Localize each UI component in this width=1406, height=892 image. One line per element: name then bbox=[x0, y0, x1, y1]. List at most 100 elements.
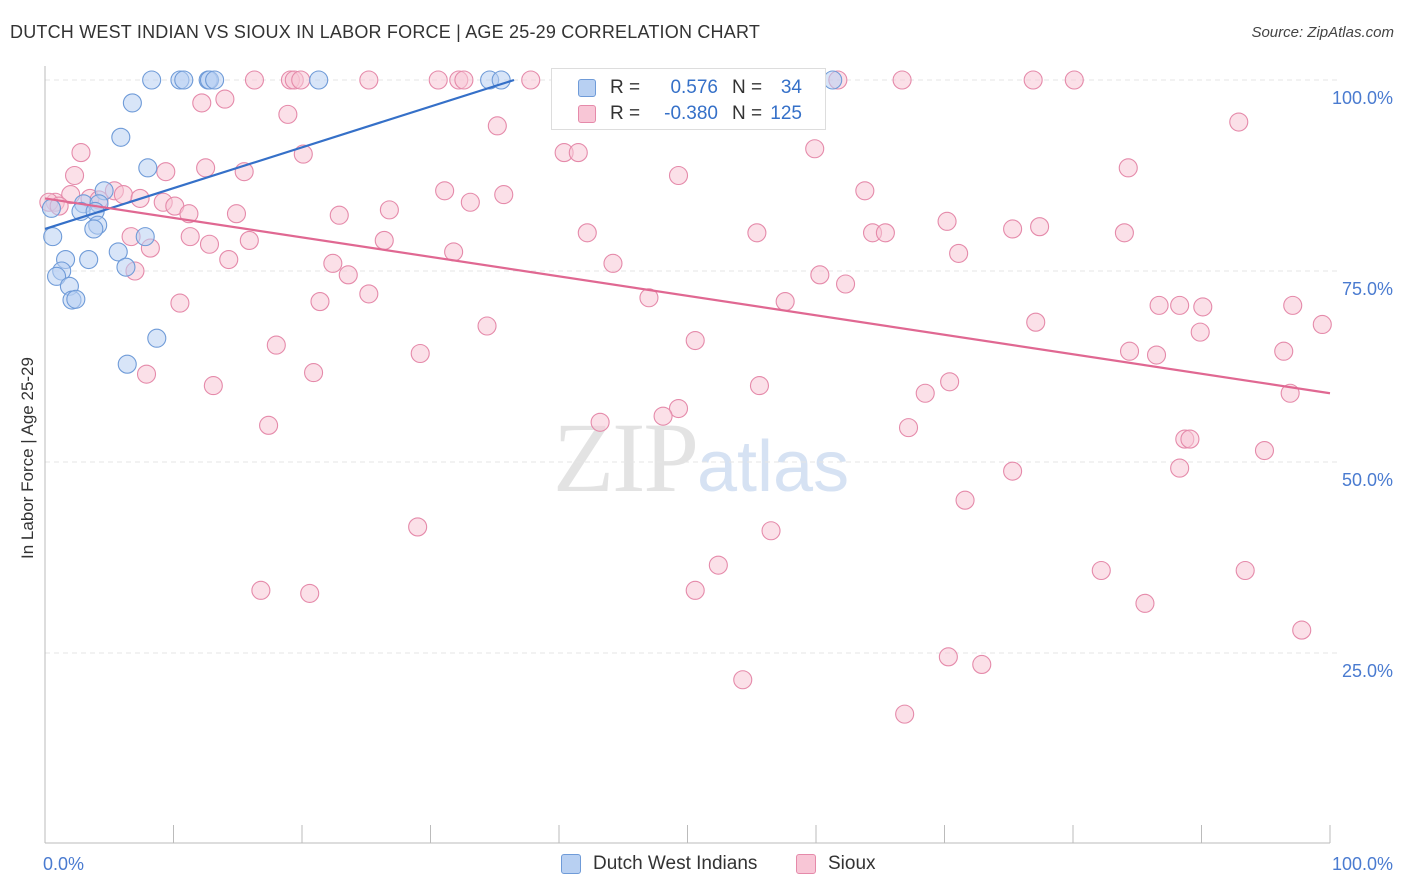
axes bbox=[44, 66, 1331, 844]
sioux-point bbox=[203, 376, 223, 396]
sioux-point bbox=[1064, 70, 1084, 90]
sioux-point bbox=[477, 316, 497, 336]
sioux-point bbox=[329, 205, 349, 225]
sioux-point bbox=[113, 185, 133, 205]
sioux-point bbox=[1170, 458, 1190, 478]
tick-labels: 100.0% 75.0% 50.0% 25.0% 0.0% 100.0% bbox=[43, 88, 1393, 874]
pink-swatch bbox=[796, 854, 816, 874]
dutch-west-indian-point bbox=[174, 70, 194, 90]
sioux-point bbox=[1180, 429, 1200, 449]
legend-label: Dutch West Indians bbox=[593, 853, 758, 874]
sioux-point bbox=[590, 412, 610, 432]
legend-label: Sioux bbox=[828, 853, 876, 874]
sioux-point bbox=[668, 398, 689, 419]
sioux-point bbox=[1023, 70, 1043, 90]
sioux-point bbox=[494, 185, 514, 205]
n-value: 125 bbox=[770, 103, 802, 124]
sioux-point bbox=[410, 343, 430, 364]
sioux-point bbox=[487, 116, 507, 136]
blue-swatch bbox=[578, 79, 596, 97]
watermark-atlas: atlas bbox=[697, 427, 850, 507]
sioux-point bbox=[898, 418, 919, 438]
sioux-point bbox=[937, 211, 957, 231]
sioux-point bbox=[810, 265, 830, 285]
sioux-point bbox=[408, 517, 428, 537]
dutch-west-indian-point bbox=[117, 354, 137, 374]
sioux-point bbox=[300, 583, 320, 603]
x-tick-label: 100.0% bbox=[1332, 854, 1393, 874]
sioux-point bbox=[1254, 440, 1275, 461]
stats-row-dutch-west-indians: R = 0.576 N = 34 bbox=[552, 75, 825, 101]
sioux-point bbox=[219, 249, 239, 270]
sioux-point bbox=[1119, 341, 1140, 361]
n-value: 34 bbox=[780, 77, 802, 98]
dutch-west-indian-trend-line bbox=[44, 78, 515, 231]
sioux-point bbox=[1149, 295, 1169, 315]
y-tick-label: 75.0% bbox=[1342, 279, 1393, 299]
sioux-point bbox=[1003, 461, 1023, 481]
sioux-point bbox=[875, 223, 895, 243]
sioux-point bbox=[708, 555, 728, 575]
sioux-point bbox=[1003, 219, 1023, 239]
dutch-west-indian-point bbox=[147, 328, 167, 348]
sioux-point bbox=[855, 181, 875, 201]
sioux-point bbox=[775, 292, 795, 312]
sioux-point bbox=[915, 383, 935, 403]
sioux-point bbox=[136, 364, 157, 384]
sioux-point bbox=[805, 139, 825, 159]
source-credit: Source: ZipAtlas.com bbox=[1251, 24, 1394, 41]
sioux-point bbox=[747, 223, 767, 243]
sioux-point bbox=[938, 647, 958, 667]
sioux-point bbox=[1283, 295, 1303, 315]
stats-row-sioux: R = -0.380 N = 125 bbox=[552, 101, 825, 127]
sioux-point bbox=[668, 165, 689, 186]
sioux-point bbox=[435, 181, 455, 201]
sioux-point bbox=[895, 704, 915, 724]
sioux-point bbox=[1312, 314, 1332, 335]
pink-swatch bbox=[578, 105, 596, 123]
sioux-point bbox=[749, 376, 770, 396]
sioux-point bbox=[1026, 312, 1046, 332]
sioux-point bbox=[428, 70, 448, 90]
sioux-point bbox=[251, 580, 271, 600]
sioux-point bbox=[1229, 112, 1249, 132]
sioux-trend-line bbox=[44, 197, 1331, 395]
sioux-point bbox=[521, 70, 541, 90]
sioux-point bbox=[293, 144, 313, 164]
sioux-point bbox=[761, 521, 781, 541]
sioux-point bbox=[304, 363, 324, 383]
sioux-point bbox=[653, 406, 673, 426]
dutch-west-indian-point bbox=[108, 242, 128, 262]
sioux-point bbox=[170, 293, 190, 313]
sioux-point bbox=[266, 335, 286, 355]
sioux-point bbox=[1146, 345, 1167, 365]
sioux-point bbox=[1274, 341, 1294, 361]
sioux-point bbox=[359, 284, 379, 304]
n-label: N = bbox=[732, 103, 763, 124]
sioux-point bbox=[444, 242, 464, 262]
sioux-point bbox=[359, 70, 379, 90]
n-label: N = bbox=[732, 77, 763, 98]
dutch-west-indian-point bbox=[309, 70, 329, 90]
sioux-point bbox=[972, 654, 992, 675]
sioux-point bbox=[374, 230, 394, 250]
y-tick-label: 50.0% bbox=[1342, 470, 1393, 490]
stats-legend: R = 0.576 N = 34 R = -0.380 N = 125 bbox=[551, 68, 826, 130]
sioux-point bbox=[179, 204, 199, 224]
dutch-west-indian-point bbox=[79, 249, 99, 270]
sioux-point bbox=[733, 670, 753, 690]
sioux-point bbox=[1292, 620, 1312, 640]
sioux-point bbox=[239, 230, 259, 250]
sioux-point bbox=[1091, 560, 1111, 581]
sioux-point bbox=[685, 580, 705, 600]
dutch-west-indian-point bbox=[47, 266, 67, 286]
sioux-point bbox=[1118, 158, 1138, 178]
sioux-point bbox=[1235, 560, 1255, 581]
sioux-point bbox=[196, 158, 216, 178]
dutch-west-indian-point bbox=[111, 127, 131, 147]
sioux-point bbox=[1193, 297, 1213, 317]
watermark-zip: ZIP bbox=[553, 402, 699, 513]
sioux-point bbox=[1114, 223, 1134, 243]
dutch-west-indian-point bbox=[823, 70, 843, 90]
